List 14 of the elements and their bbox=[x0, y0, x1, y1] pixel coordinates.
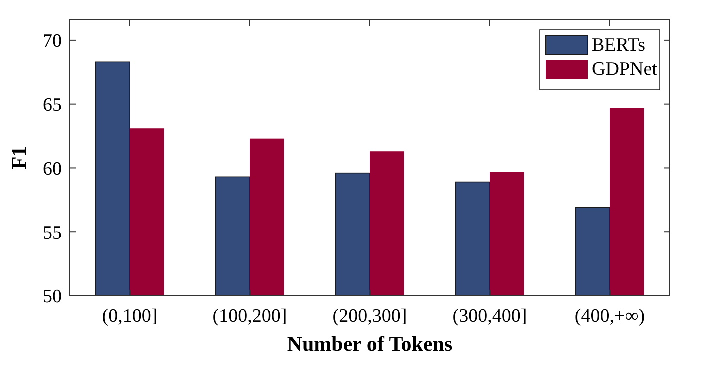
x-tick-label: (300,400] bbox=[452, 306, 528, 327]
legend-label: BERTs bbox=[592, 35, 646, 56]
y-tick-label: 70 bbox=[43, 31, 62, 52]
x-tick-label: (400,+∞) bbox=[574, 306, 646, 327]
legend-label: GDPNet bbox=[592, 59, 658, 80]
x-tick-label: (200,300] bbox=[332, 306, 408, 327]
y-tick-label: 65 bbox=[43, 94, 62, 116]
x-tick-label: (0,100] bbox=[102, 306, 158, 327]
x-tick-label: (100,200] bbox=[212, 306, 288, 327]
y-tick-label: 60 bbox=[43, 158, 62, 180]
y-axis-title: F1 bbox=[7, 146, 31, 170]
y-tick-label: 55 bbox=[43, 222, 62, 244]
y-tick-label: 50 bbox=[43, 286, 62, 308]
x-axis-title: Number of Tokens bbox=[287, 332, 453, 356]
